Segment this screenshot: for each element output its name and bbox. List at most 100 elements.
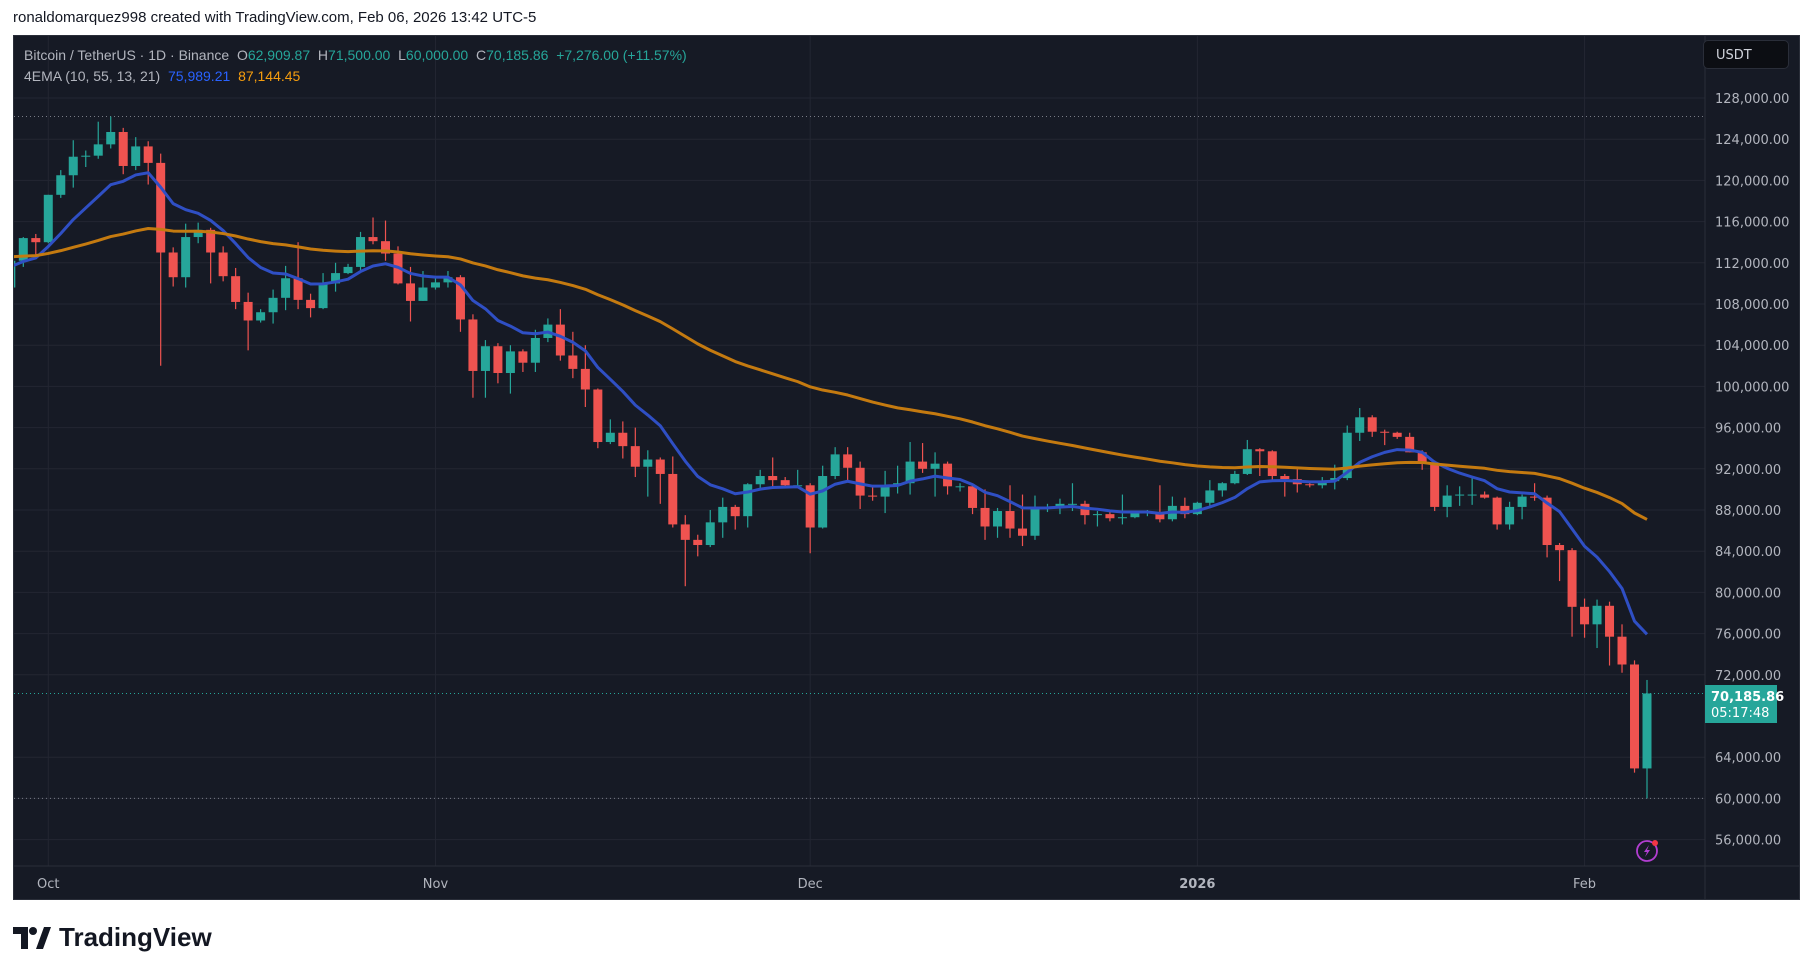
candle (793, 469, 803, 487)
candle-body (31, 238, 41, 243)
candle-body (1392, 432, 1402, 437)
candle (718, 497, 728, 538)
candle (81, 150, 91, 168)
candle-body (1642, 693, 1652, 769)
indicator-legend: 4EMA (10, 55, 13, 21) 75,989.21 87,144.4… (24, 66, 687, 87)
candle (1517, 494, 1527, 520)
candle-body (1405, 436, 1415, 453)
candle-body (480, 346, 490, 371)
candle-body (206, 229, 216, 253)
candle (331, 262, 341, 292)
candle (1355, 408, 1365, 441)
candle (1455, 486, 1465, 506)
candle (618, 421, 628, 459)
candle-body (1205, 490, 1215, 503)
symbol-title[interactable]: Bitcoin / TetherUS · 1D · Binance (24, 47, 230, 63)
tradingview-logo[interactable]: TradingView (13, 922, 212, 953)
y-tick-label: 84,000.00 (1715, 545, 1781, 560)
candle (318, 273, 328, 310)
candle (993, 507, 1003, 538)
candle-body (243, 301, 253, 321)
candle-body (943, 463, 953, 487)
candle-body (1630, 664, 1640, 769)
candle-body (868, 495, 878, 497)
candle-body (930, 463, 940, 469)
candle (1630, 660, 1640, 773)
candle-body (880, 485, 890, 497)
lightning-icon[interactable] (1636, 840, 1658, 862)
candle (243, 292, 253, 351)
candle-body (1130, 512, 1140, 518)
candle-body (1242, 449, 1252, 474)
candle (668, 456, 678, 528)
candle-body (1092, 514, 1102, 516)
candle-body (1467, 494, 1477, 496)
chart-credit: ronaldomarquez998 created with TradingVi… (13, 9, 537, 26)
candle-body (381, 241, 391, 254)
candle-body (968, 486, 978, 508)
price-chart[interactable]: 128,000.00 124,000.00 120,000.00 116,000.00… (14, 36, 1800, 900)
candle-body (143, 146, 153, 163)
indicator-title[interactable]: 4EMA (10, 55, 13, 21) (24, 68, 161, 84)
candle-body (1030, 508, 1040, 536)
candle (343, 263, 353, 275)
candle-body (156, 162, 166, 253)
candle (1242, 439, 1252, 475)
candle (893, 465, 903, 494)
candle (480, 340, 490, 398)
candle-body (293, 278, 303, 300)
candle (106, 116, 116, 149)
candle-body (780, 480, 790, 486)
y-tick-label: 88,000.00 (1715, 504, 1781, 519)
candle-body (718, 506, 728, 523)
candle (768, 457, 778, 488)
candle (630, 427, 640, 478)
y-tick-label: 104,000.00 (1715, 339, 1789, 354)
candle-body (743, 484, 753, 517)
candle-body (843, 454, 853, 468)
candle (530, 329, 540, 372)
grid (14, 36, 1705, 866)
candle-body (1555, 545, 1565, 551)
candle (405, 266, 415, 322)
candle (1442, 485, 1452, 518)
y-tick-label: 128,000.00 (1715, 92, 1789, 107)
chart-panel[interactable]: Bitcoin / TetherUS · 1D · Binance O62,90… (13, 35, 1800, 900)
candle (1642, 679, 1652, 799)
candle (643, 450, 653, 497)
candle (1430, 460, 1440, 512)
candle-body (518, 351, 528, 363)
currency-button[interactable]: USDT (1703, 40, 1789, 69)
candle-body (918, 461, 928, 469)
candle-body (680, 524, 690, 540)
candle-body (905, 461, 915, 484)
candle-body (168, 252, 178, 278)
candle-body (980, 507, 990, 527)
candle (193, 222, 203, 244)
candle-body (1617, 636, 1627, 665)
candle (843, 447, 853, 481)
candle (1567, 548, 1577, 637)
candle (1505, 501, 1515, 530)
candle (14, 260, 16, 288)
ema-fast-line (14, 171, 1649, 636)
candle-body (1192, 502, 1202, 515)
y-tick-label: 120,000.00 (1715, 174, 1789, 189)
y-tick-label: 100,000.00 (1715, 380, 1789, 395)
candle (268, 289, 278, 324)
axes: 128,000.00 124,000.00 120,000.00 116,000.00… (14, 36, 1799, 899)
candle-body (1155, 512, 1165, 520)
candle-body (1517, 496, 1527, 507)
candle-body (705, 522, 715, 546)
candle (980, 489, 990, 540)
candle (755, 469, 765, 489)
high-value: 71,500.00 (328, 47, 391, 63)
candle-body (455, 277, 465, 320)
candle-body (1180, 505, 1190, 515)
candle-body (1567, 550, 1577, 607)
candle-body (530, 337, 540, 363)
candle-body (1067, 503, 1077, 505)
candle (780, 477, 790, 487)
candle (430, 277, 440, 290)
candle-body (1055, 503, 1065, 507)
